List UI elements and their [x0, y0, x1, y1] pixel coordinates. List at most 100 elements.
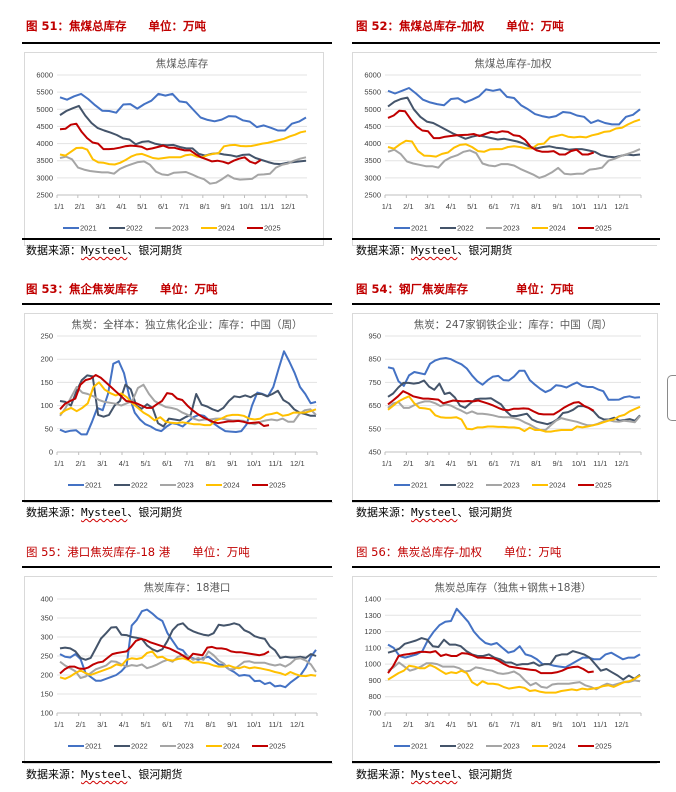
x-tick-label: 10/1	[572, 720, 587, 729]
source-brand: Mysteel	[411, 506, 458, 519]
source-rule	[22, 238, 332, 240]
figure-label: 图 55：港口焦炭库存-18 港	[26, 545, 171, 559]
y-tick-label: 1100	[365, 643, 381, 652]
x-tick-label: 8/1	[531, 459, 541, 468]
x-tick-label: 10/1	[247, 459, 262, 468]
unit-label: 单位：万吨	[506, 19, 564, 33]
legend-label: 2021	[85, 742, 102, 751]
series-line-2025	[59, 637, 270, 675]
y-tick-label: 400	[40, 595, 53, 604]
y-tick-label: 3500	[36, 156, 53, 165]
legend-label: 2022	[126, 224, 143, 233]
legend-label: 2024	[549, 742, 566, 751]
y-tick-label: 5500	[364, 88, 381, 97]
source-rule	[22, 761, 332, 763]
title-rule	[22, 566, 332, 568]
legend-item: 2025	[247, 224, 281, 233]
x-tick-label: 4/1	[446, 720, 456, 729]
chart-53: 焦炭：全样本：独立焦化企业：库存：中国（周） 0 50 100 150 200 250 1/1…	[24, 313, 333, 503]
figure-title: 图 54：钢厂焦炭库存 单位：万吨	[356, 281, 574, 297]
x-tick-label: 7/1	[510, 720, 520, 729]
y-tick-label: 1400	[364, 595, 381, 604]
x-tick-label: 11/1	[593, 720, 607, 729]
legend-item: 2023	[486, 224, 520, 233]
source-brand: Mysteel	[411, 768, 458, 781]
series-line-2023	[59, 155, 307, 185]
line-chart: 焦炭：全样本：独立焦化企业：库存：中国（周） 0 50 100 150 200 250 1/1…	[40, 318, 318, 490]
figure-51: 图 51：焦煤总库存 单位：万吨 焦煤总库存 2500 3000 3500 4000 450…	[22, 14, 342, 264]
y-tick-label: 5000	[364, 105, 381, 114]
y-tick-label: 900	[368, 676, 381, 685]
series-line-2024	[59, 381, 317, 427]
x-tick-label: 8/1	[531, 720, 541, 729]
line-chart: 焦炭库存：18港口 100 150 200 250 300 350 400 1/1 2/1 3/1 4…	[40, 581, 318, 751]
figure-title: 图 52：焦煤总库存-加权 单位：万吨	[356, 18, 564, 34]
x-tick-label: 3/1	[424, 202, 434, 211]
series-line-2022	[387, 637, 641, 681]
x-tick-label: 10/1	[239, 202, 254, 211]
legend-item: 2025	[578, 224, 612, 233]
series-line-2025	[59, 374, 270, 427]
legend-item: 2024	[532, 481, 566, 490]
x-tick-label: 12/1	[614, 202, 629, 211]
x-tick-label: 5/1	[140, 720, 150, 729]
x-tick-label: 8/1	[205, 720, 215, 729]
x-tick-label: 9/1	[227, 720, 237, 729]
y-tick-label: 850	[368, 355, 381, 364]
legend-label: 2021	[411, 481, 428, 490]
y-tick-label: 6000	[36, 71, 53, 80]
figure-53: 图 53：焦企焦炭库存 单位：万吨 焦炭：全样本：独立焦化企业：库存：中国（周） 0…	[22, 278, 342, 528]
series-line-2021	[387, 607, 641, 669]
y-tick-label: 250	[40, 652, 53, 661]
y-tick-label: 4000	[364, 139, 381, 148]
legend-label: 2023	[172, 224, 189, 233]
chart-52: 焦煤总库存-加权 2500 3000 3500 4000 4500 5000 5500 6000…	[352, 52, 657, 246]
chart-51: 焦煤总库存 2500 3000 3500 4000 4500 5000 5500 6000 1/1…	[24, 52, 324, 246]
chart-55: 焦炭库存：18港口 100 150 200 250 300 350 400 1/1 2/1 3/1 4…	[24, 576, 333, 764]
line-chart: 焦煤总库存 2500 3000 3500 4000 4500 5000 5500 6000 1/1…	[36, 57, 308, 233]
source-prefix: 数据来源：	[26, 768, 81, 781]
figure-label: 图 54：钢厂焦炭库存	[356, 282, 469, 296]
x-tick-label: 1/1	[54, 459, 64, 468]
y-tick-label: 3000	[36, 173, 53, 182]
legend-label: 2021	[85, 481, 102, 490]
x-tick-label: 2/1	[403, 202, 413, 211]
legend-item: 2024	[206, 742, 240, 751]
legend-label: 2025	[264, 224, 281, 233]
y-tick-label: 450	[368, 448, 381, 457]
legend-label: 2025	[269, 481, 286, 490]
x-tick-label: 3/1	[97, 459, 107, 468]
legend-item: 2023	[486, 742, 520, 751]
x-tick-label: 4/1	[116, 202, 126, 211]
series-line-2021	[59, 608, 317, 689]
x-tick-label: 1/1	[382, 202, 392, 211]
legend-item: 2023	[160, 742, 194, 751]
x-tick-label: 12/1	[281, 202, 296, 211]
chart-56: 焦炭总库存（独焦+钢焦+18港） 700 800 900 1000 1100 1200 130…	[352, 576, 657, 764]
x-tick-label: 2/1	[75, 459, 85, 468]
y-tick-label: 6000	[364, 71, 381, 80]
y-tick-label: 2500	[36, 191, 53, 200]
y-tick-label: 250	[40, 332, 53, 341]
x-tick-label: 6/1	[488, 459, 498, 468]
title-rule	[352, 42, 660, 44]
x-tick-label: 3/1	[424, 459, 434, 468]
figure-title: 图 55：港口焦炭库存-18 港 单位：万吨	[26, 544, 250, 560]
x-tick-label: 4/1	[446, 202, 456, 211]
source-suffix: 、银河期货	[457, 768, 513, 781]
x-tick-label: 8/1	[531, 202, 541, 211]
side-panel-handle[interactable]	[667, 375, 676, 421]
y-tick-label: 4500	[364, 122, 381, 131]
source-suffix: 、银河期货	[457, 506, 513, 519]
source-suffix: 、银河期货	[127, 244, 183, 257]
legend-label: 2023	[503, 742, 520, 751]
x-tick-label: 8/1	[200, 202, 210, 211]
x-tick-label: 5/1	[137, 202, 147, 211]
x-tick-label: 12/1	[614, 459, 629, 468]
y-tick-label: 1000	[364, 660, 381, 669]
x-tick-label: 12/1	[290, 720, 305, 729]
legend-label: 2023	[503, 481, 520, 490]
figure-title: 图 53：焦企焦炭库存 单位：万吨	[26, 281, 218, 297]
unit-label: 单位：万吨	[148, 19, 207, 33]
legend-label: 2024	[218, 224, 235, 233]
